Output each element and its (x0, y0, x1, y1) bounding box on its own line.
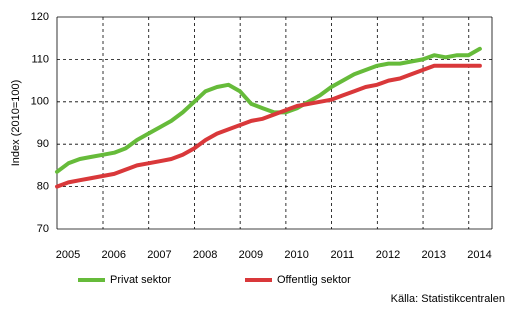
x-tick-label: 2013 (422, 249, 446, 261)
x-tick-label: 2008 (193, 249, 217, 261)
y-tick-label: 80 (37, 181, 49, 193)
y-axis-label: Index (2010=100) (10, 80, 22, 167)
x-tick-label: 2011 (330, 249, 354, 261)
x-tick-label: 2007 (147, 249, 171, 261)
x-tick-label: 2010 (284, 249, 308, 261)
series-line (55, 63, 482, 189)
x-tick-label: 2006 (101, 249, 125, 261)
y-tick-label: 110 (31, 53, 49, 65)
legend-label: Offentlig sektor (277, 274, 351, 286)
legend-label: Privat sektor (110, 274, 171, 286)
series-line (55, 46, 482, 174)
source: Källa: Statistikcentralen (391, 293, 505, 305)
x-tick-label: 2012 (376, 249, 400, 261)
y-tick-label: 120 (31, 11, 49, 23)
x-tick-label: 2009 (239, 249, 263, 261)
x-tick-label: 2005 (56, 249, 80, 261)
y-tick-label: 100 (31, 96, 49, 108)
x-tick-label: 2014 (467, 249, 491, 261)
y-tick-label: 90 (37, 138, 49, 150)
y-tick-label: 70 (37, 223, 49, 235)
